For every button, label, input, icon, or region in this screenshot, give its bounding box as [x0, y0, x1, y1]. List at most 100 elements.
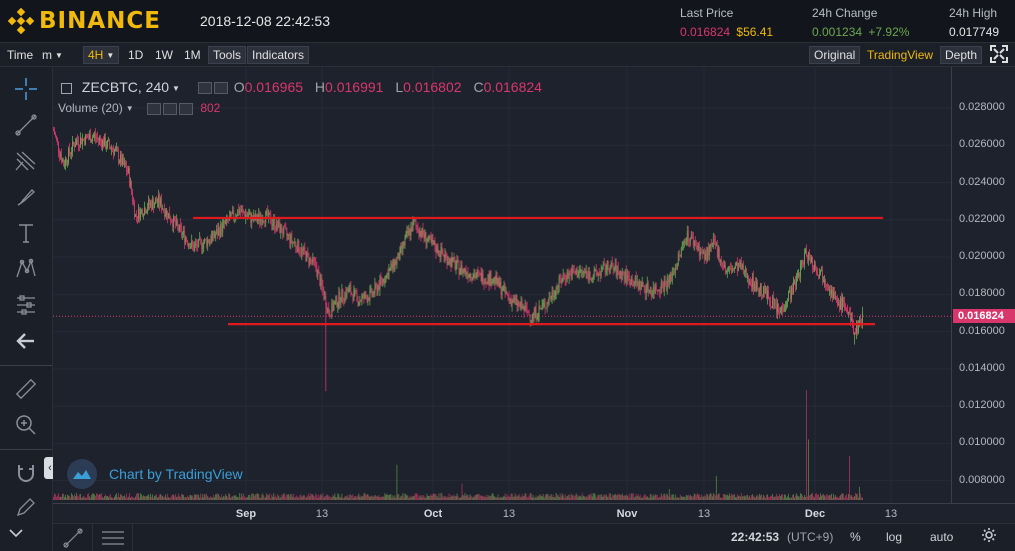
- brush-icon[interactable]: [12, 183, 40, 211]
- volume-bar: [342, 497, 344, 500]
- candle-body: [840, 298, 841, 310]
- percent-scale-button[interactable]: %: [850, 530, 861, 544]
- volume-label[interactable]: Volume (20): [58, 101, 123, 115]
- candle-body: [603, 264, 605, 266]
- candle-body: [792, 287, 793, 294]
- binance-logo[interactable]: BINANCE: [8, 8, 161, 34]
- settings-gear-icon[interactable]: [981, 527, 997, 546]
- ruler-icon[interactable]: [12, 375, 40, 403]
- volume-bar: [519, 496, 521, 500]
- candle-body: [798, 273, 799, 275]
- volume-bar: [545, 494, 547, 500]
- candle-body: [647, 282, 649, 293]
- view-tradingview-button[interactable]: TradingView: [867, 48, 934, 62]
- volume-bar: [381, 497, 383, 500]
- close-icon[interactable]: [178, 102, 193, 115]
- volume-bar: [346, 496, 348, 500]
- price-chart[interactable]: ZECBTC, 240 ▼ O0.016965 H0.016991 L0.0168…: [53, 67, 951, 503]
- candle-body: [765, 287, 767, 299]
- time-axis[interactable]: Sep 13 Oct 13 Nov 13 Dec 13: [53, 503, 1015, 523]
- volume-bar: [246, 497, 248, 500]
- settings-icon[interactable]: [213, 82, 228, 95]
- volume-bar: [797, 495, 798, 500]
- auto-scale-button[interactable]: auto: [930, 530, 954, 544]
- volume-bar: [836, 496, 837, 500]
- candle-body: [614, 264, 616, 270]
- volume-bar: [546, 493, 548, 500]
- prediction-icon[interactable]: [12, 291, 40, 319]
- interval-1m-button[interactable]: 1M: [184, 48, 201, 62]
- zoom-icon[interactable]: [12, 411, 40, 439]
- candle-body: [313, 256, 315, 261]
- volume-bar: [589, 495, 591, 500]
- candle-body: [356, 291, 358, 297]
- candle-body: [784, 309, 785, 312]
- collapse-legend-icon[interactable]: [61, 82, 72, 94]
- candle-body: [562, 275, 564, 282]
- view-original-button[interactable]: Original: [809, 46, 861, 64]
- pencil-lock-icon[interactable]: [12, 493, 40, 521]
- volume-bar: [656, 494, 658, 500]
- volume-bar: [501, 497, 503, 500]
- candle-body: [134, 202, 136, 217]
- candle-body: [628, 276, 630, 285]
- candle-body: [560, 280, 562, 284]
- magnet-icon[interactable]: [12, 459, 40, 487]
- volume-bar: [442, 496, 444, 500]
- interval-1w-button[interactable]: 1W: [155, 48, 173, 62]
- candle-body: [86, 134, 87, 137]
- crosshair-icon[interactable]: [12, 75, 40, 103]
- interval-1d-button[interactable]: 1D: [128, 48, 144, 62]
- eye-icon[interactable]: [197, 82, 212, 95]
- settings-icon[interactable]: [162, 102, 177, 115]
- status-timezone[interactable]: (UTC+9): [787, 530, 834, 544]
- volume-bar: [625, 494, 627, 500]
- candle-body: [135, 214, 137, 217]
- pitchfork-icon[interactable]: [12, 147, 40, 175]
- lines-template-icon[interactable]: [93, 524, 133, 551]
- symbol-label[interactable]: ZECBTC, 240: [81, 79, 170, 95]
- volume-bar: [715, 475, 717, 500]
- interval-4h-button[interactable]: 4H ▼: [83, 46, 120, 64]
- drawing-toolbar: ‹: [0, 67, 56, 551]
- candle-body: [479, 272, 481, 274]
- candle-body: [772, 296, 774, 304]
- candle-body: [527, 312, 529, 313]
- volume-bar: [312, 494, 314, 500]
- volume-bar: [416, 493, 418, 500]
- candle-body: [665, 284, 667, 290]
- minute-dropdown[interactable]: m ▼: [42, 48, 63, 62]
- indicators-button[interactable]: Indicators: [247, 46, 310, 64]
- volume-bar: [247, 497, 249, 500]
- candle-body: [321, 277, 323, 286]
- log-scale-button[interactable]: log: [886, 530, 903, 544]
- price-axis[interactable]: 0.028000 0.026000 0.024000 0.022000 0.020000…: [951, 67, 1015, 503]
- time-tick-label: Dec: [804, 508, 826, 520]
- candle-body: [555, 288, 557, 297]
- view-depth-button[interactable]: Depth: [940, 46, 983, 64]
- tradingview-watermark[interactable]: Chart by TradingView: [67, 459, 243, 489]
- text-icon[interactable]: [12, 219, 40, 247]
- pattern-icon[interactable]: [12, 255, 40, 283]
- candle-body: [498, 278, 500, 287]
- candle-body: [194, 245, 196, 252]
- trendline-template-icon[interactable]: [53, 524, 93, 551]
- trendline-icon[interactable]: [12, 111, 40, 139]
- volume-bar: [798, 496, 799, 500]
- eye-icon[interactable]: [146, 102, 161, 115]
- collapse-toolbar-icon[interactable]: [2, 519, 30, 547]
- volume-bar: [135, 496, 137, 500]
- fullscreen-icon[interactable]: [986, 45, 1012, 63]
- tools-button[interactable]: Tools: [208, 46, 247, 64]
- back-arrow-icon[interactable]: [12, 327, 40, 355]
- candle-body: [301, 248, 303, 254]
- candle-body: [293, 241, 295, 243]
- volume-bar: [515, 495, 517, 500]
- volume-bar: [67, 494, 68, 500]
- volume-bar: [158, 496, 160, 500]
- candle-body: [791, 287, 792, 299]
- volume-bar: [212, 497, 214, 500]
- volume-bar: [526, 497, 528, 500]
- candle-body: [214, 236, 216, 238]
- volume-bar: [524, 493, 526, 500]
